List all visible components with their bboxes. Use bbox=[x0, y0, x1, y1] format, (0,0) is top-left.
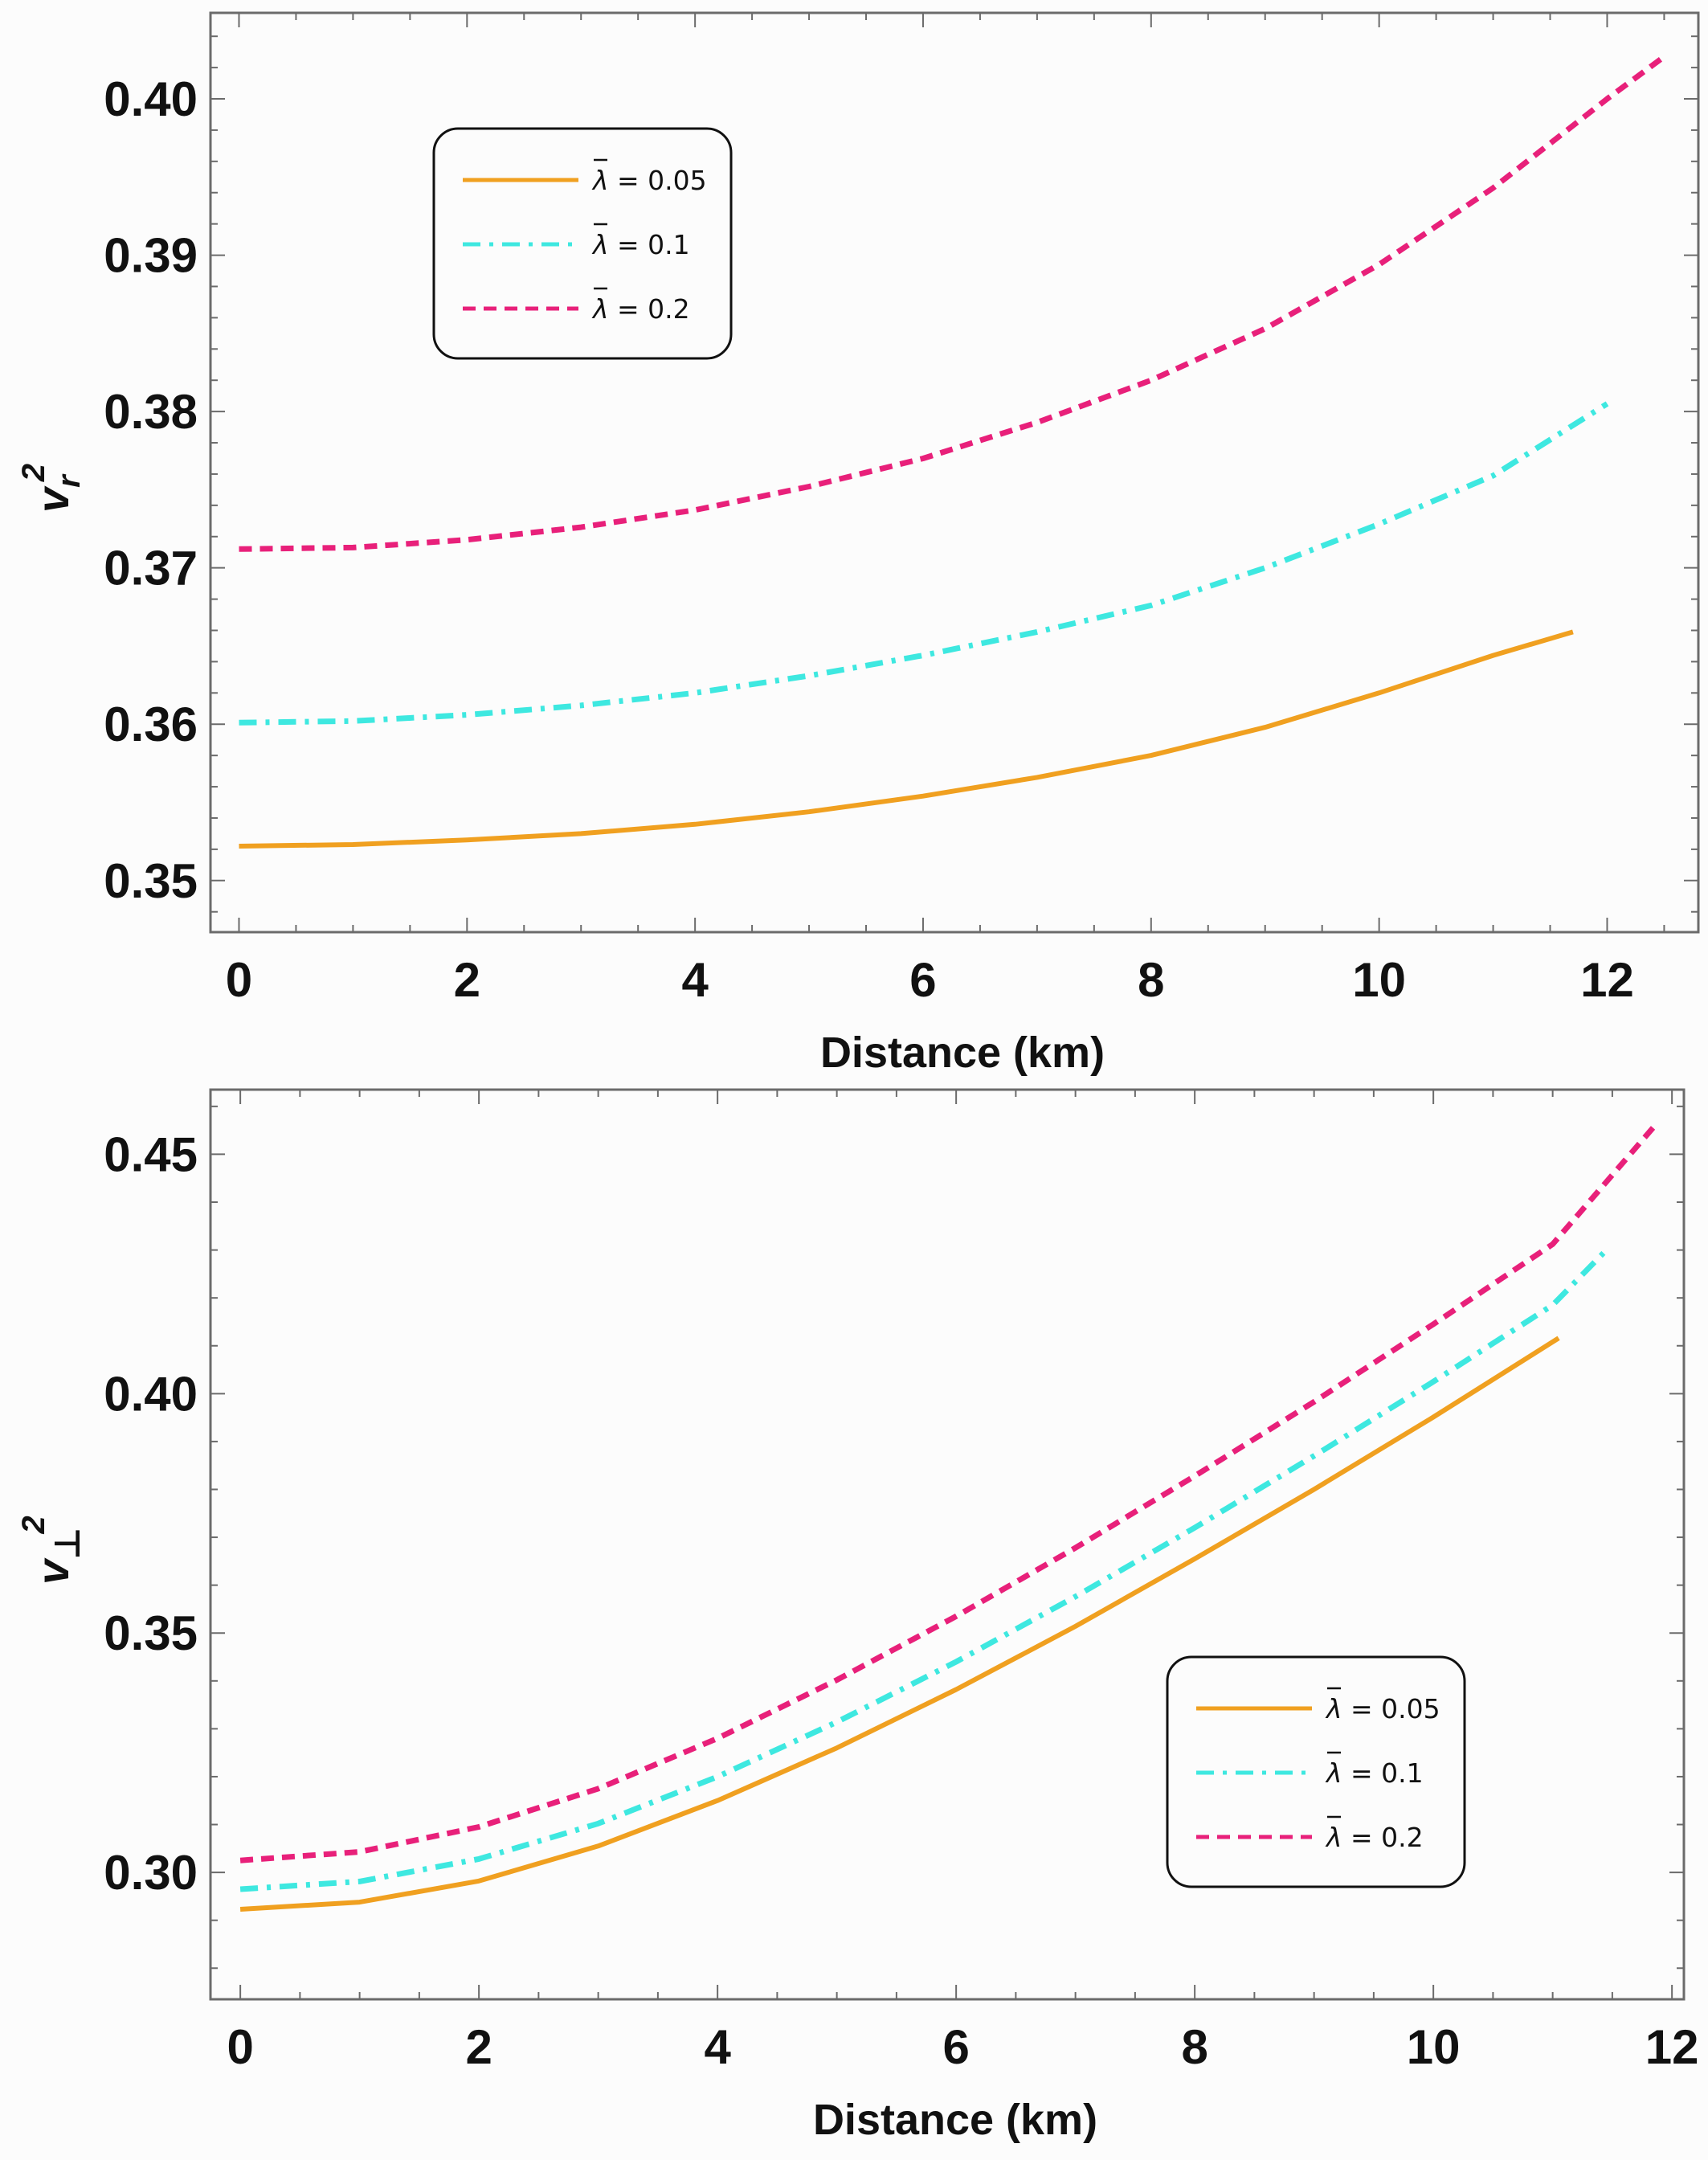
x-tick-label: 4 bbox=[704, 2020, 731, 2074]
y-tick-label: 0.37 bbox=[104, 542, 198, 595]
series-line-2 bbox=[239, 1124, 1657, 1863]
x-tick-label: 2 bbox=[465, 2020, 492, 2074]
y-axis-title: v⊥2 bbox=[16, 1516, 88, 1585]
y-axis-title-superscript: 2 bbox=[16, 1516, 51, 1534]
legend-lambda-value: = 0.2 bbox=[609, 293, 690, 325]
legend-box bbox=[432, 127, 733, 360]
y-tick-label: 0.39 bbox=[104, 229, 198, 283]
legend-lambda-symbol: λ bbox=[591, 229, 609, 260]
series-line-1 bbox=[239, 1248, 1609, 1892]
x-tick-label: 12 bbox=[1645, 2020, 1699, 2074]
y-axis-title-subscript: ⊥ bbox=[47, 1528, 88, 1560]
legend-lambda-value: = 0.1 bbox=[609, 229, 690, 260]
legend-lambda-symbol: λ bbox=[591, 165, 609, 196]
y-tick-label: 0.35 bbox=[104, 854, 198, 908]
y-tick-label: 0.45 bbox=[104, 1127, 198, 1181]
legend-lambda-value: = 0.05 bbox=[609, 165, 707, 196]
legend-label-2: λ = 0.2 bbox=[591, 293, 690, 325]
legend-lambda-symbol: λ bbox=[1325, 1822, 1342, 1853]
legend-lambda-value: = 0.2 bbox=[1342, 1822, 1424, 1853]
legend-label-1: λ = 0.1 bbox=[591, 229, 690, 260]
y-axis-title-superscript: 2 bbox=[16, 464, 51, 482]
legend: λ = 0.05λ = 0.1λ = 0.2 bbox=[1166, 1655, 1466, 1888]
y-axis-title-subscript: r bbox=[51, 473, 87, 488]
x-tick-label: 2 bbox=[454, 953, 480, 1007]
y-tick-label: 0.40 bbox=[104, 1367, 198, 1421]
legend-lambda-symbol: λ bbox=[1325, 1757, 1342, 1789]
legend-label-1: λ = 0.1 bbox=[1325, 1757, 1424, 1789]
x-tick-label: 12 bbox=[1580, 953, 1634, 1007]
y-tick-label: 0.30 bbox=[104, 1846, 198, 1900]
legend-label-0: λ = 0.05 bbox=[1325, 1693, 1440, 1724]
y-tick-label: 0.40 bbox=[104, 72, 198, 126]
series-line-0 bbox=[239, 629, 1574, 849]
x-tick-label: 6 bbox=[909, 953, 936, 1007]
legend-lambda-symbol: λ bbox=[591, 293, 609, 325]
x-tick-label: 4 bbox=[681, 953, 709, 1007]
y-tick-label: 0.35 bbox=[104, 1606, 198, 1660]
x-tick-label: 0 bbox=[227, 2020, 253, 2074]
x-axis-title: Distance (km) bbox=[820, 1029, 1105, 1077]
legend-box bbox=[1166, 1655, 1466, 1888]
series-line-0 bbox=[239, 1336, 1560, 1912]
chart-radial-sound-speed: 0 2 4 6 8 10 12 0.35 0.36 0.37 0.38 0.39 0.40 Distanc… bbox=[16, 11, 1700, 1077]
x-tick-label: 10 bbox=[1407, 2020, 1461, 2074]
y-axis-title-base: v bbox=[27, 485, 78, 513]
legend-label-0: λ = 0.05 bbox=[591, 165, 707, 196]
x-axis-title: Distance (km) bbox=[813, 2096, 1097, 2144]
y-tick-label: 0.38 bbox=[104, 385, 198, 439]
y-axis-title-base: v bbox=[27, 1557, 78, 1585]
x-tick-label: 0 bbox=[226, 953, 252, 1007]
legend-lambda-value: = 0.05 bbox=[1342, 1693, 1440, 1724]
legend-lambda-symbol: λ bbox=[1325, 1693, 1342, 1724]
legend-lambda-value: = 0.1 bbox=[1342, 1757, 1424, 1789]
series-line-2 bbox=[239, 54, 1666, 552]
legend-label-2: λ = 0.2 bbox=[1325, 1822, 1424, 1853]
x-tick-label: 10 bbox=[1352, 953, 1406, 1007]
x-tick-label: 6 bbox=[942, 2020, 969, 2074]
y-axis-title: vr2 bbox=[16, 464, 87, 513]
x-tick-label: 8 bbox=[1181, 2020, 1207, 2074]
chart-transverse-sound-speed: 0 2 4 6 8 10 12 0.30 0.35 0.40 0.45 Distance (km) v⊥… bbox=[16, 1088, 1699, 2144]
legend: λ = 0.05λ = 0.1λ = 0.2 bbox=[432, 127, 733, 360]
x-tick-label: 8 bbox=[1138, 953, 1164, 1007]
y-tick-label: 0.36 bbox=[104, 698, 198, 751]
